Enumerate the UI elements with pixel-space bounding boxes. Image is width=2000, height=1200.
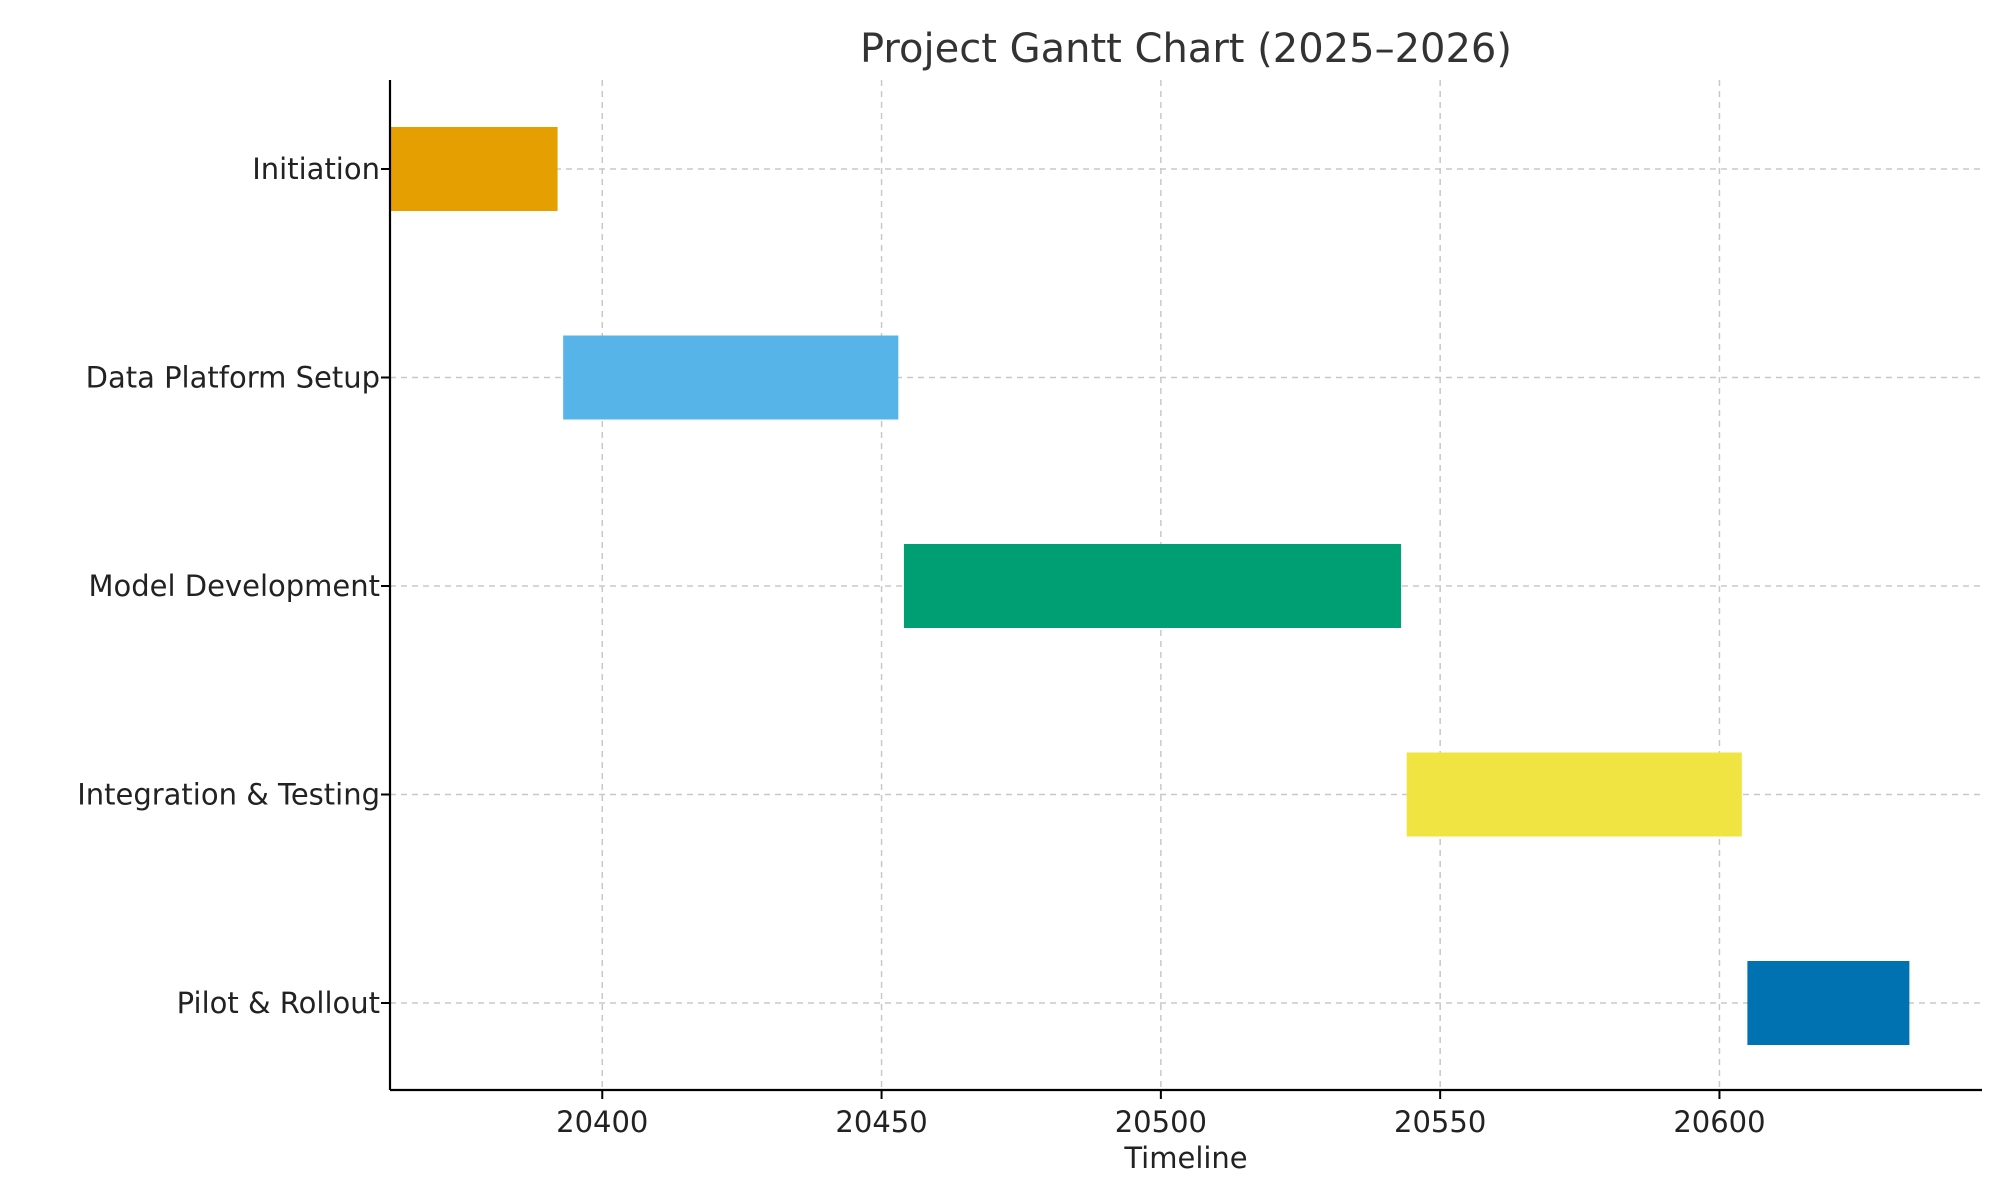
task-bar xyxy=(563,335,899,420)
task-bar xyxy=(390,127,558,211)
x-axis-label: Timeline xyxy=(1123,1141,1247,1175)
task-label: Initiation xyxy=(252,152,380,186)
chart-title: Project Gantt Chart (2025–2026) xyxy=(860,26,1512,72)
x-tick-label: 20550 xyxy=(1394,1105,1486,1139)
task-label: Data Platform Setup xyxy=(86,361,380,395)
x-tick-label: 20400 xyxy=(556,1105,648,1139)
x-tick-label: 20600 xyxy=(1673,1105,1765,1139)
x-tick-label: 20450 xyxy=(835,1105,927,1139)
task-label: Integration & Testing xyxy=(77,778,380,812)
task-bar xyxy=(903,544,1402,628)
x-tick-label: 20500 xyxy=(1115,1105,1207,1139)
task-bars xyxy=(390,127,1910,1045)
tick-labels: 20400 20450 20500 20550 20600 Initiation Data … xyxy=(77,152,1765,1139)
task-label: Model Development xyxy=(88,569,380,603)
task-bar xyxy=(1747,961,1910,1045)
task-label: Pilot & Rollout xyxy=(177,986,380,1020)
task-bar xyxy=(1406,752,1742,837)
